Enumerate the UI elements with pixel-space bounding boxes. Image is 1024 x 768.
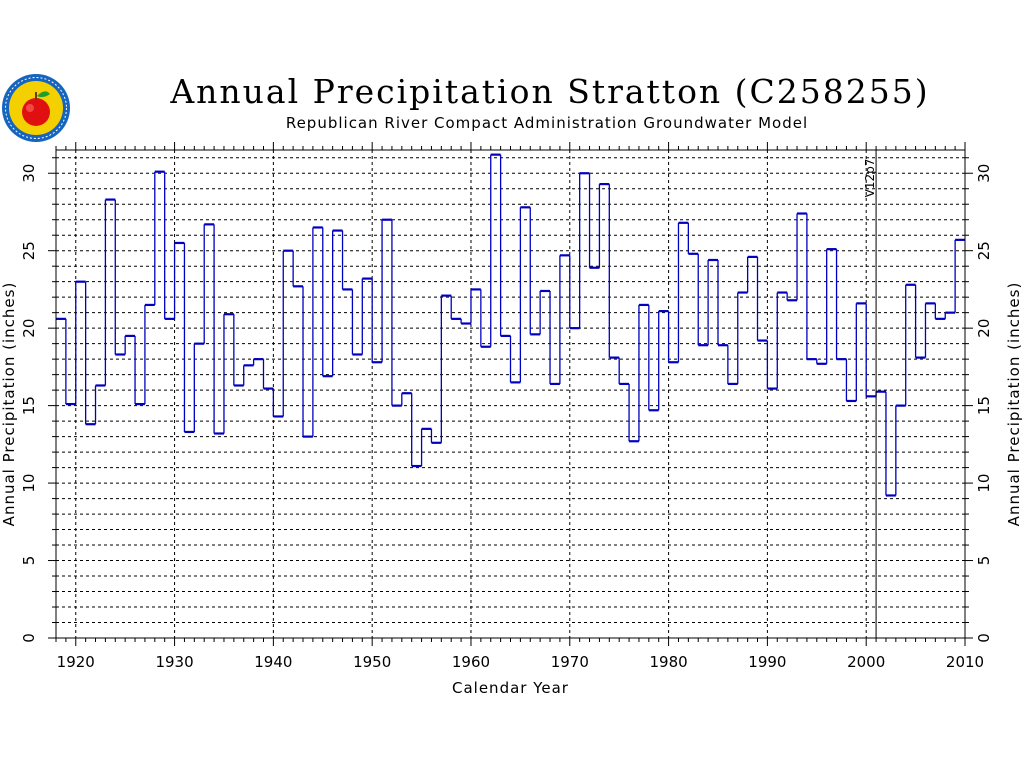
tick-labels: 1920 1930 1940 1950 1960 1970 1980 1990 2000 2010… <box>20 164 993 671</box>
y-tick-label-left: 15 <box>20 396 38 415</box>
x-tick-label: 1930 <box>155 653 193 671</box>
chart-title: Annual Precipitation Stratton (C258255) <box>170 72 930 111</box>
x-tick-label: 2010 <box>946 653 984 671</box>
y-tick-label-left: 20 <box>20 319 38 338</box>
x-tick-label: 1960 <box>452 653 490 671</box>
x-tick-label: 1970 <box>551 653 589 671</box>
version-label: V12p7 <box>863 159 877 198</box>
grid <box>56 150 966 638</box>
x-tick-label: 1990 <box>748 653 786 671</box>
y-axis-label-left: Annual Precipitation (inches) <box>0 282 18 527</box>
compact-seal-logo <box>2 74 70 142</box>
x-tick-label: 1980 <box>649 653 687 671</box>
y-tick-label-right: 10 <box>975 474 993 493</box>
series <box>56 153 965 497</box>
axis-ticks <box>48 142 973 646</box>
x-tick-label: 1920 <box>57 653 95 671</box>
y-tick-label-right: 20 <box>975 319 993 338</box>
plot-frame <box>55 149 966 639</box>
y-tick-label-left: 25 <box>20 241 38 260</box>
y-tick-label-right: 15 <box>975 396 993 415</box>
y-tick-label-left: 0 <box>20 633 38 643</box>
chart-subtitle: Republican River Compact Administration … <box>285 114 809 132</box>
x-axis-label: Calendar Year <box>452 679 569 697</box>
reference-line: V12p7 <box>863 150 877 638</box>
y-tick-label-left: 10 <box>20 474 38 493</box>
x-tick-label: 1940 <box>254 653 292 671</box>
y-axis-label-right: Annual Precipitation (inches) <box>1005 282 1023 527</box>
y-tick-label-right: 0 <box>975 633 993 643</box>
y-tick-label-right: 25 <box>975 241 993 260</box>
y-tick-label-left: 30 <box>20 164 38 183</box>
y-tick-label-right: 5 <box>975 556 993 566</box>
x-tick-label: 1950 <box>353 653 391 671</box>
y-tick-label-right: 30 <box>975 164 993 183</box>
y-tick-label-left: 5 <box>20 556 38 566</box>
x-tick-label: 2000 <box>847 653 885 671</box>
